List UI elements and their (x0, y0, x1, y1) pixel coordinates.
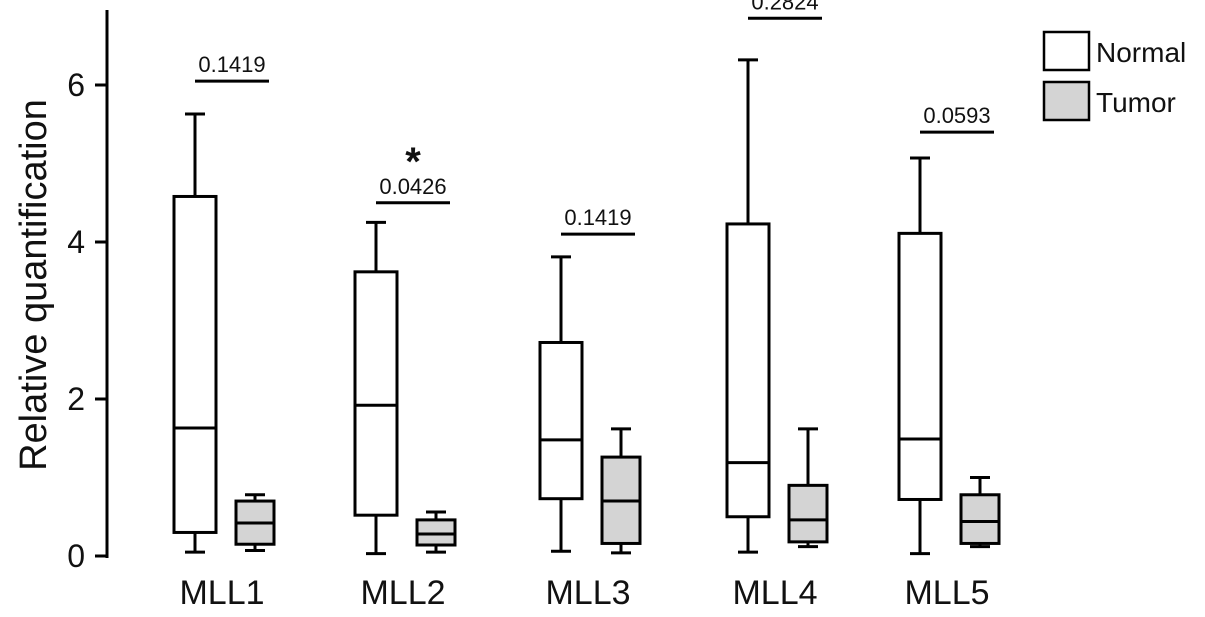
box-iqr (787, 483, 829, 544)
boxes (172, 58, 1001, 556)
y-tick-label: 2 (67, 381, 85, 417)
legend-swatch (1042, 80, 1091, 122)
y-tick-label: 0 (67, 538, 85, 574)
y-tick-label: 4 (67, 224, 85, 260)
box-iqr (415, 518, 457, 547)
box-iqr (725, 222, 771, 519)
legend-entry-normal: Normal (1042, 30, 1186, 72)
x-category-label: MLL3 (545, 574, 630, 612)
box-iqr (172, 194, 218, 534)
box-tumor-mll4 (787, 427, 829, 549)
legend-label: Tumor (1096, 87, 1176, 118)
box-iqr (538, 340, 584, 501)
x-category-label: MLL1 (179, 574, 264, 612)
box-tumor-mll2 (415, 510, 457, 554)
box-iqr (959, 493, 1001, 545)
annotation-mll5: 0.0593 (920, 103, 994, 134)
annotation-mll4: 0.2824 (748, 0, 822, 20)
y-axis: 0 2 4 6 (67, 10, 109, 574)
significance-star: * (405, 140, 421, 184)
p-value-label: 0.0593 (923, 103, 990, 128)
p-value-label: 0.2824 (751, 0, 818, 14)
legend-entry-tumor: Tumor (1042, 80, 1176, 122)
p-value-label: 0.1419 (198, 52, 265, 77)
box-normal-mll5 (897, 156, 943, 556)
annotation-mll3: 0.1419 (561, 205, 635, 236)
box-tumor-mll5 (959, 476, 1001, 549)
box-tumor-mll1 (234, 493, 276, 553)
x-category-label: MLL5 (904, 574, 989, 612)
x-category-label: MLL2 (360, 574, 445, 612)
y-tick-label: 6 (67, 67, 85, 103)
box-normal-mll4 (725, 58, 771, 554)
y-axis-label: Relative quantification (13, 99, 55, 471)
legend: Normal Tumor (1042, 30, 1186, 122)
p-value-label: 0.1419 (564, 205, 631, 230)
x-category-label: MLL4 (732, 574, 817, 612)
p-value-label: 0.0426 (379, 174, 446, 199)
box-iqr (897, 231, 943, 501)
box-normal-mll2 (353, 220, 399, 556)
legend-swatch (1042, 30, 1091, 72)
legend-label: Normal (1096, 37, 1186, 68)
box-tumor-mll3 (600, 427, 642, 555)
annotation-mll2: 0.0426* (376, 140, 450, 205)
annotation-mll1: 0.1419 (195, 52, 269, 83)
box-iqr (353, 270, 399, 517)
box-normal-mll3 (538, 255, 584, 553)
x-axis-categories: MLL1 MLL2 MLL3 MLL4 MLL5 (179, 574, 989, 612)
box-normal-mll1 (172, 112, 218, 554)
significance-annotations: 0.1419 0.0426* 0.1419 0.2824 0.0593 (195, 0, 994, 236)
